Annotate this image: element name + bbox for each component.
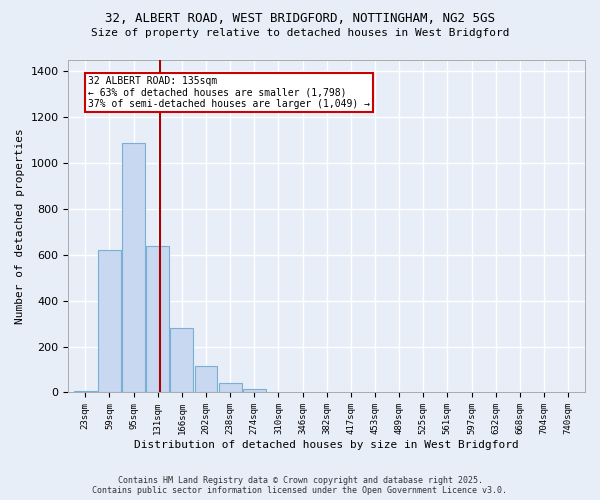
Text: Size of property relative to detached houses in West Bridgford: Size of property relative to detached ho… (91, 28, 509, 38)
Bar (194, 366, 217, 392)
Text: 32 ALBERT ROAD: 135sqm
← 63% of detached houses are smaller (1,798)
37% of semi-: 32 ALBERT ROAD: 135sqm ← 63% of detached… (88, 76, 370, 110)
Bar (98, 250, 121, 392)
Text: 32, ALBERT ROAD, WEST BRIDGFORD, NOTTINGHAM, NG2 5GS: 32, ALBERT ROAD, WEST BRIDGFORD, NOTTING… (105, 12, 495, 26)
Bar (146, 246, 169, 392)
Bar (122, 142, 145, 392)
Bar (218, 384, 242, 392)
Y-axis label: Number of detached properties: Number of detached properties (15, 128, 25, 324)
Text: Contains HM Land Registry data © Crown copyright and database right 2025.
Contai: Contains HM Land Registry data © Crown c… (92, 476, 508, 495)
X-axis label: Distribution of detached houses by size in West Bridgford: Distribution of detached houses by size … (134, 440, 519, 450)
Bar (170, 328, 193, 392)
Bar (243, 389, 266, 392)
